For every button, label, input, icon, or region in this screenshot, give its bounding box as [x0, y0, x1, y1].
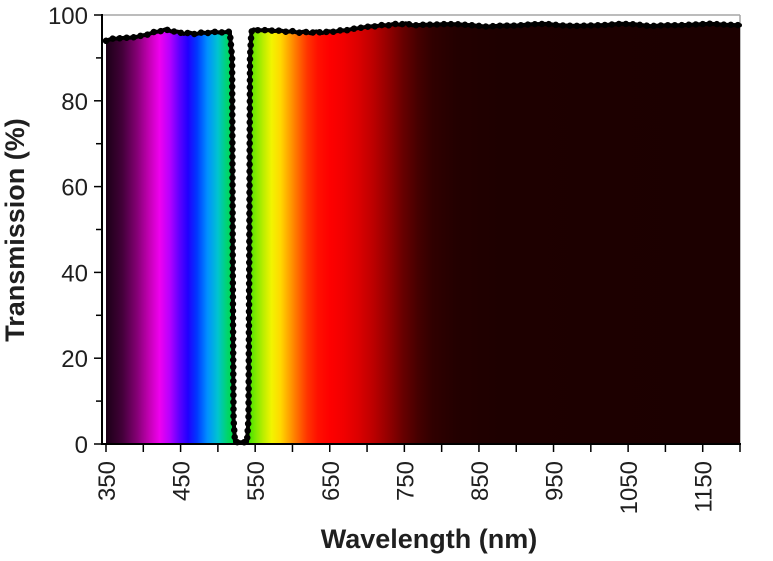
y-tick-label: 40 — [61, 260, 88, 287]
x-tick-label: 350 — [94, 461, 121, 501]
spectrum-area-fill — [106, 23, 740, 445]
x-tick-label: 1150 — [691, 461, 718, 513]
y-axis — [94, 14, 103, 445]
x-axis-title: Wavelength (nm) — [321, 524, 538, 554]
y-tick-label: 20 — [61, 346, 88, 373]
x-tick-label: 750 — [392, 461, 419, 501]
x-tick-label: 950 — [542, 461, 569, 501]
y-tick-label: 80 — [61, 89, 88, 116]
y-axis-title: Transmission (%) — [0, 118, 30, 342]
x-tick-label: 550 — [243, 461, 270, 501]
y-tick-labels: 0 20 40 60 80 100 — [48, 3, 88, 459]
y-tick-label: 0 — [75, 432, 88, 459]
y-tick-label: 100 — [48, 3, 88, 30]
transmission-curve-markers — [102, 19, 744, 446]
x-axis — [101, 443, 741, 452]
x-tick-label: 450 — [169, 461, 196, 501]
x-tick-labels: 350 450 550 650 750 850 950 1050 1150 — [94, 461, 718, 514]
y-tick-label: 60 — [61, 175, 88, 202]
x-tick-label: 850 — [467, 461, 494, 501]
x-tick-label: 650 — [318, 461, 345, 501]
x-tick-label: 1050 — [616, 461, 643, 514]
